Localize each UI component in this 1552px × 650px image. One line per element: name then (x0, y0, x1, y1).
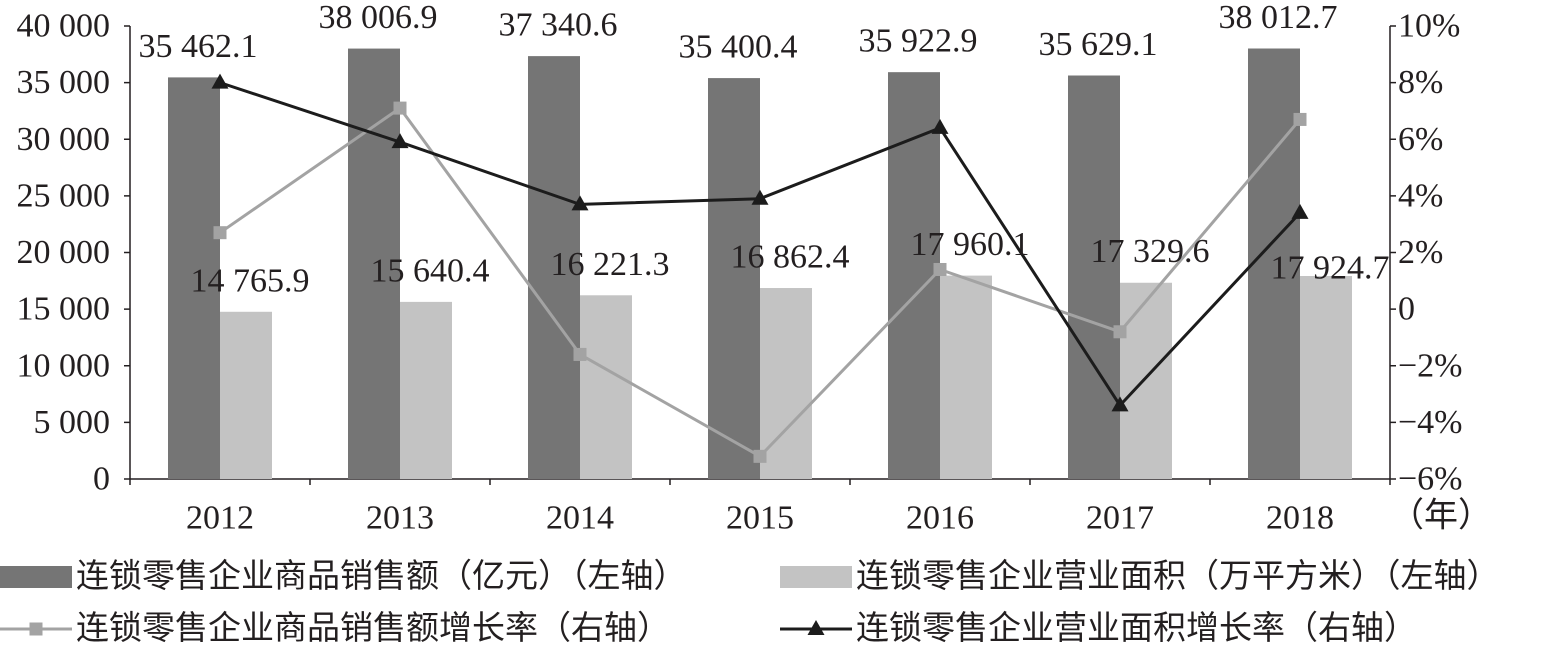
tick-labels: 0 5 000 10 000 15 000 20 000 25 000 30 000 35 0… (17, 8, 1493, 537)
bar-sales-2018 (1248, 48, 1300, 480)
data-label-sales-2016: 35 922.9 (859, 23, 978, 60)
marker-sales-growth-2017 (1113, 325, 1127, 339)
right-y-tick-label: 0 (1398, 291, 1415, 328)
data-label-area-2018: 17 924.7 (1271, 250, 1390, 287)
marker-sales-growth-2015 (753, 449, 767, 463)
marker-sales-growth-2012 (213, 226, 227, 240)
data-label-area-2017: 17 329.6 (1091, 233, 1210, 270)
x-tick-label: 2017 (1086, 500, 1154, 537)
bar-sales-2014 (528, 56, 580, 479)
legend-swatch-area (780, 566, 852, 588)
left-y-tick-label: 35 000 (17, 64, 111, 101)
marker-area-growth-2018 (1291, 203, 1309, 219)
bar-area-2016 (940, 275, 992, 479)
legend-swatch-marker-area-growth (807, 620, 825, 635)
marker-area-growth-2013 (391, 133, 409, 149)
bar-sales-2017 (1068, 75, 1120, 480)
bar-area-2014 (580, 295, 632, 479)
legend-item-area: 连锁零售企业营业面积（万平方米）（左轴） (780, 558, 1500, 595)
left-y-tick-label: 10 000 (17, 347, 111, 384)
left-y-tick-label: 25 000 (17, 177, 111, 214)
x-tick-label: 2014 (546, 500, 614, 537)
x-tick-label: 2015 (726, 500, 794, 537)
bar-sales-2013 (348, 48, 400, 479)
legend-swatch-marker-sales-growth (29, 622, 43, 636)
data-label-sales-2018: 38 012.7 (1219, 0, 1338, 36)
right-y-tick-label: −2% (1398, 347, 1463, 384)
right-y-tick-label: −6% (1398, 461, 1463, 498)
right-y-tick-label: 4% (1398, 177, 1443, 214)
line-series-group (211, 73, 1309, 463)
bar-sales-2015 (708, 78, 760, 480)
legend-item-sales-growth: 连锁零售企业商品销售额增长率（右轴） (0, 610, 670, 647)
legend: 连锁零售企业商品销售额（亿元）（左轴） 连锁零售企业营业面积（万平方米）（左轴） 连… (0, 558, 1500, 647)
data-label-area-2014: 16 221.3 (551, 246, 670, 283)
data-label-sales-2014: 37 340.6 (499, 7, 618, 44)
marker-area-growth-2017 (1111, 396, 1129, 412)
left-y-tick-label: 5 000 (34, 404, 111, 441)
data-label-area-2015: 16 862.4 (731, 239, 850, 276)
left-y-tick-label: 0 (93, 461, 110, 498)
marker-sales-growth-2013 (393, 101, 407, 115)
marker-sales-growth-2014 (573, 347, 587, 361)
marker-area-growth-2014 (571, 195, 589, 211)
right-y-tick-label: 8% (1398, 64, 1443, 101)
legend-label-area-growth: 连锁零售企业营业面积增长率（右轴） (856, 610, 1417, 647)
legend-label-area: 连锁零售企业营业面积（万平方米）（左轴） (856, 558, 1500, 595)
data-label-sales-2015: 35 400.4 (679, 29, 798, 66)
bar-area-2018 (1300, 276, 1352, 479)
right-y-tick-label: 10% (1398, 8, 1460, 45)
marker-sales-growth-2018 (1293, 112, 1307, 126)
bar-sales-2016 (888, 72, 940, 479)
legend-label-sales-growth: 连锁零售企业商品销售额增长率（右轴） (76, 610, 670, 647)
data-label-area-2016: 17 960.1 (911, 226, 1030, 263)
bar-area-2013 (400, 301, 452, 479)
legend-item-area-growth: 连锁零售企业营业面积增长率（右轴） (780, 610, 1417, 647)
right-y-tick-label: 2% (1398, 234, 1443, 271)
data-label-area-2013: 15 640.4 (371, 252, 490, 289)
x-tick-label: 2012 (186, 500, 254, 537)
right-y-tick-label: −4% (1398, 404, 1463, 441)
legend-label-sales: 连锁零售企业商品销售额（亿元）（左轴） (76, 558, 687, 595)
data-labels: 35 462.1 38 006.9 37 340.6 35 400.4 35 922.9… (139, 0, 1390, 299)
x-axis-unit-label: （年） (1390, 497, 1492, 535)
marker-area-growth-2016 (931, 118, 949, 134)
legend-item-sales: 连锁零售企业商品销售额（亿元）（左轴） (0, 558, 687, 595)
left-y-tick-label: 30 000 (17, 121, 111, 158)
left-y-tick-label: 15 000 (17, 291, 111, 328)
left-y-tick-label: 20 000 (17, 234, 111, 271)
legend-swatch-sales (0, 566, 72, 588)
data-label-sales-2017: 35 629.1 (1039, 26, 1158, 63)
x-tick-label: 2018 (1266, 500, 1334, 537)
x-tick-label: 2013 (366, 500, 434, 537)
bar-area-2017 (1120, 282, 1172, 479)
left-y-tick-label: 40 000 (17, 8, 111, 45)
data-label-sales-2013: 38 006.9 (319, 0, 438, 36)
data-label-sales-2012: 35 462.1 (139, 28, 258, 65)
marker-area-growth-2015 (751, 189, 769, 205)
x-tick-label: 2016 (906, 500, 974, 537)
right-y-tick-label: 6% (1398, 121, 1443, 158)
bar-area-2012 (220, 311, 272, 479)
data-label-area-2012: 14 765.9 (191, 262, 310, 299)
bar-series-group (168, 48, 1352, 480)
marker-sales-growth-2016 (933, 262, 947, 276)
marker-area-growth-2012 (211, 73, 229, 89)
bar-sales-2012 (168, 77, 220, 479)
